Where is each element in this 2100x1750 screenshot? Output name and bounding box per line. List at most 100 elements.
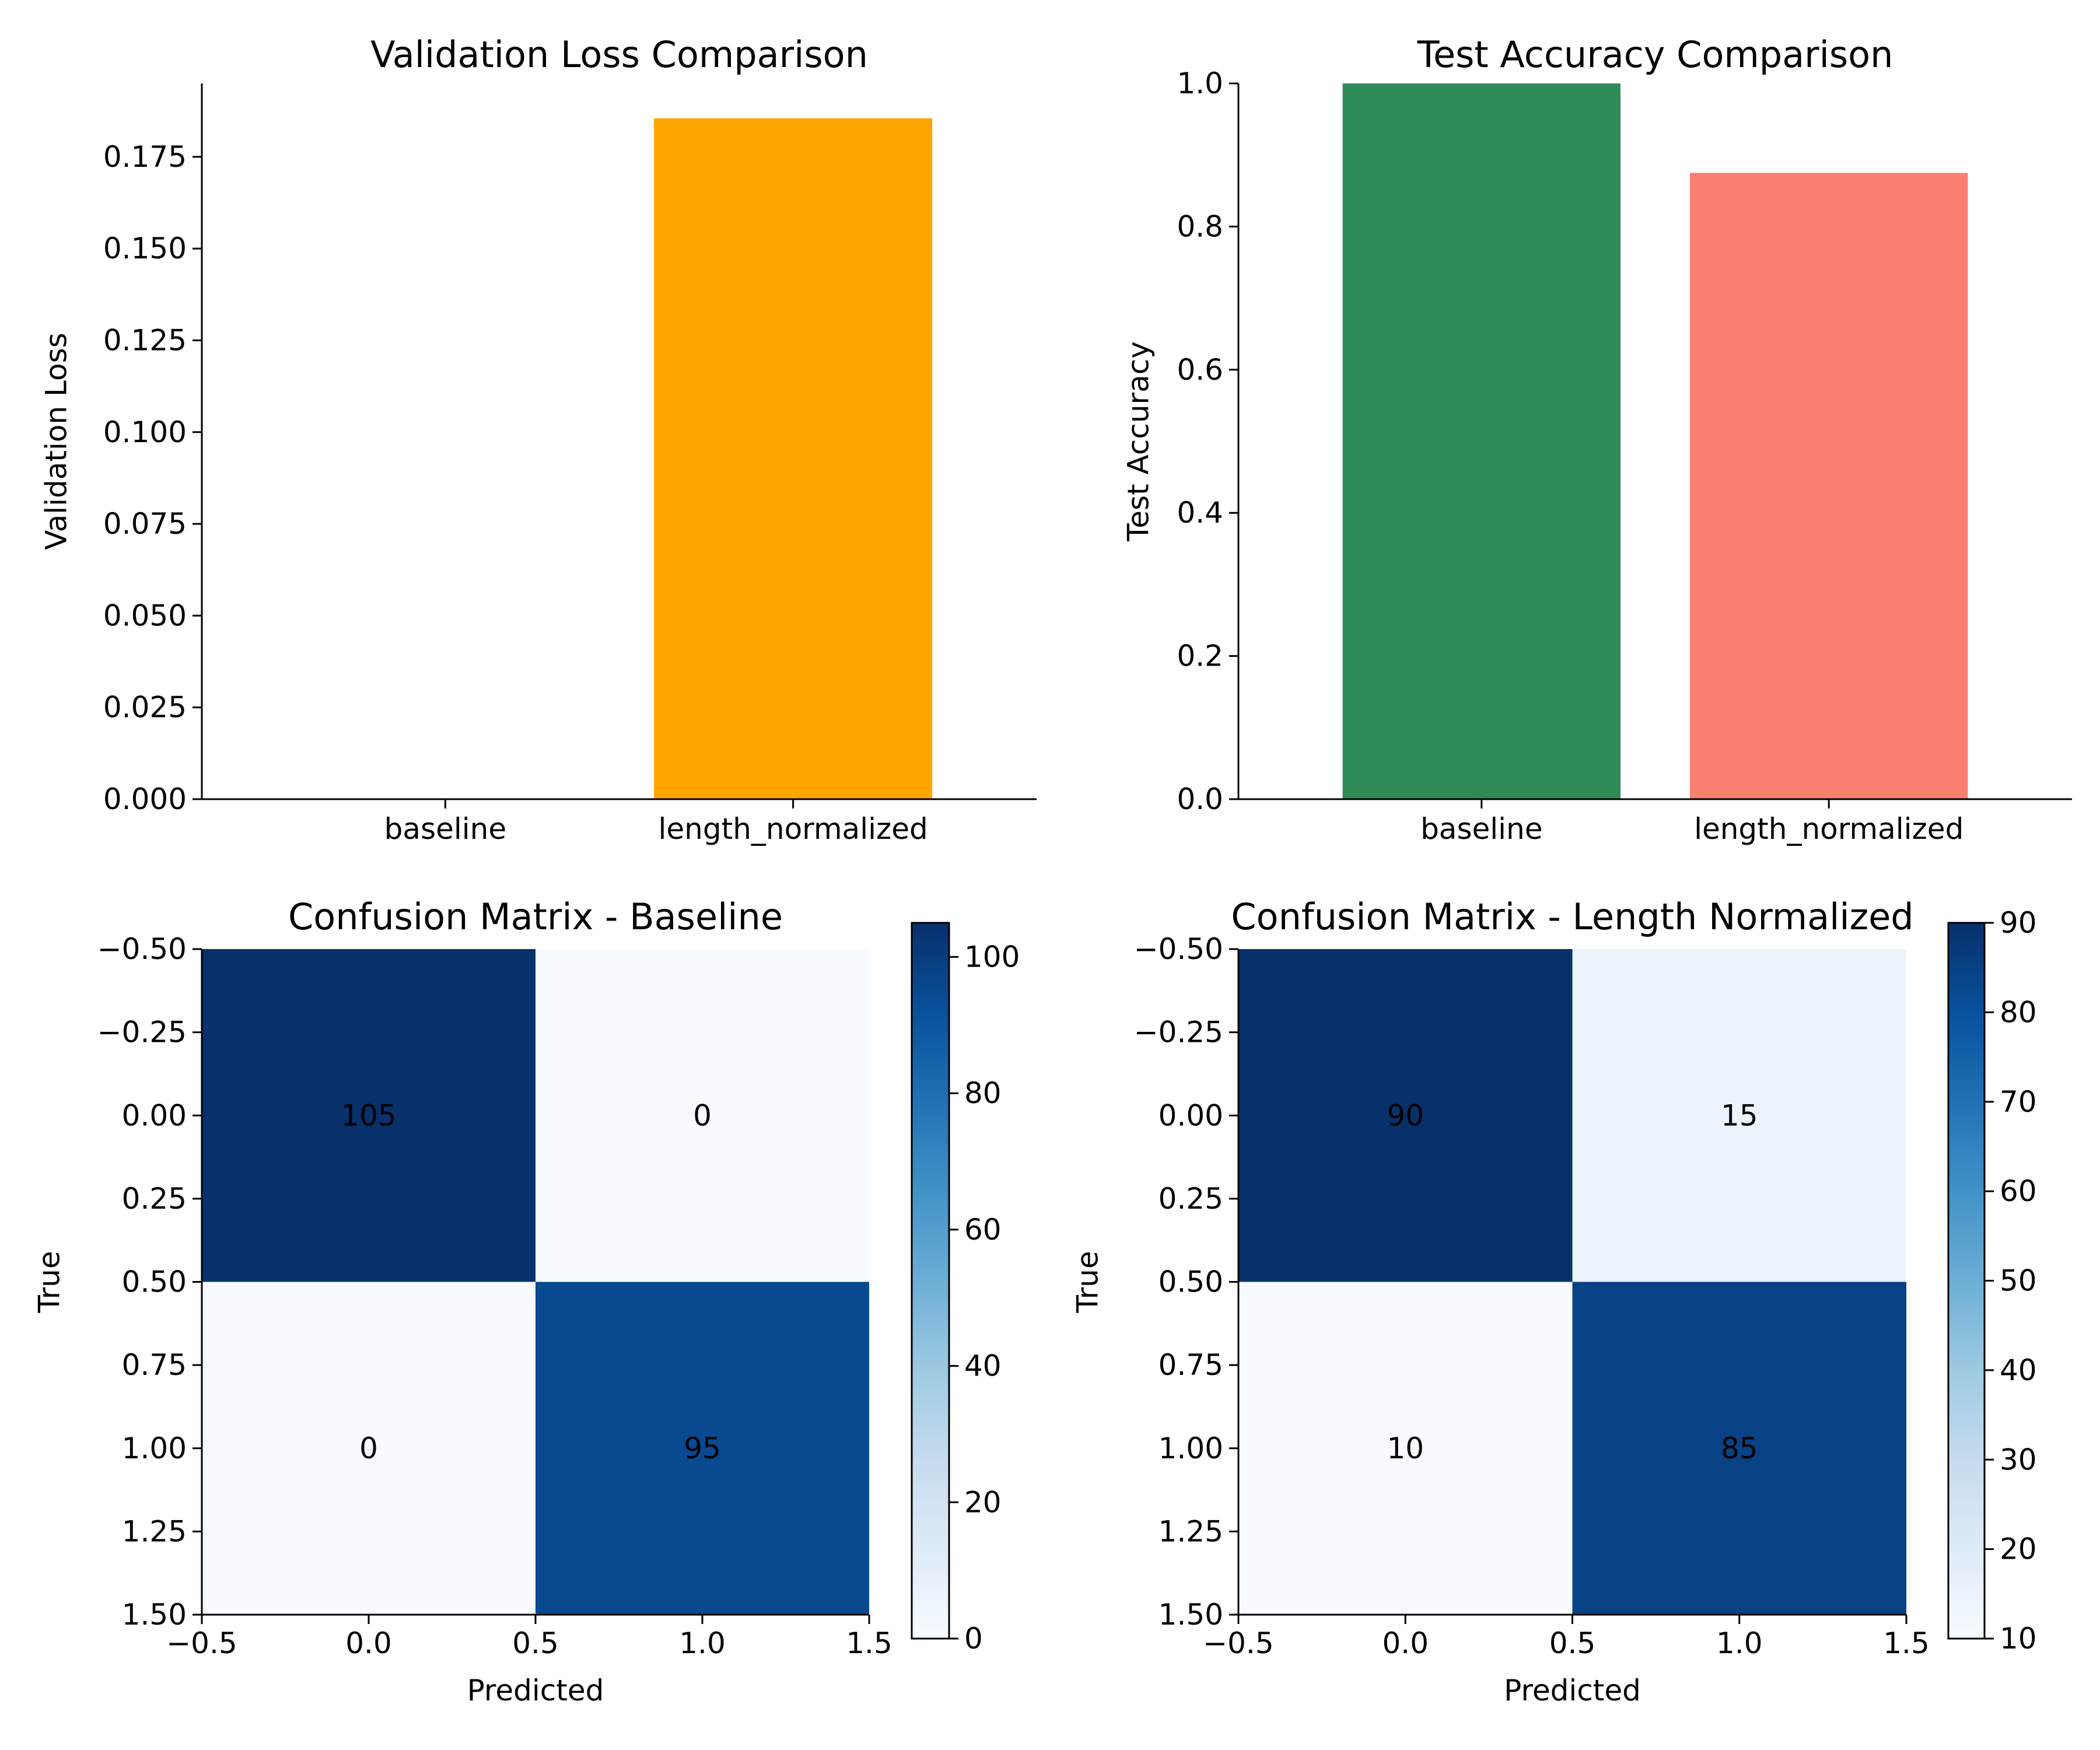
confusion-matrix-length-normalized: Confusion Matrix - Length Normalized Pre… bbox=[1071, 895, 2037, 1707]
heatmap-cell bbox=[1572, 949, 1906, 1282]
x-tick-label: 0.0 bbox=[345, 1626, 392, 1660]
y-tick-label: 0.25 bbox=[1158, 1182, 1223, 1216]
chart-title: Confusion Matrix - Length Normalized bbox=[1231, 895, 1913, 938]
y-tick-label: 1.00 bbox=[1158, 1432, 1223, 1465]
y-ticks: −0.50 −0.25 0.00 0.25 0.50 0.75 1.00 1.25 1.50 bbox=[97, 932, 202, 1632]
y-tick-label: 1.0 bbox=[1177, 66, 1223, 100]
y-tick-label: 0.150 bbox=[103, 232, 187, 265]
colorbar-tick-label: 20 bbox=[964, 1485, 1002, 1519]
test-accuracy-chart: Test Accuracy Comparison Test Accuracy 0… bbox=[1122, 33, 2072, 846]
y-tick-label: 0.175 bbox=[103, 140, 187, 174]
cell-value-label: 0 bbox=[693, 1098, 712, 1132]
heatmap-cells: 90 15 10 85 bbox=[1238, 949, 1906, 1615]
y-tick-label: 1.50 bbox=[122, 1598, 187, 1632]
heatmap-cell bbox=[202, 949, 536, 1282]
y-tick-label: 0.8 bbox=[1177, 209, 1223, 243]
y-axis-label: True bbox=[1071, 1251, 1105, 1313]
heatmap-cell bbox=[1238, 1282, 1573, 1615]
y-tick-label: 0.025 bbox=[103, 691, 187, 724]
x-tick-label: baseline bbox=[384, 812, 506, 846]
y-tick-label: 0.0 bbox=[1177, 782, 1223, 816]
colorbar-tick-label: 40 bbox=[2000, 1353, 2037, 1387]
y-tick-label: 1.25 bbox=[1158, 1514, 1223, 1548]
colorbar-tick-label: 10 bbox=[2000, 1622, 2037, 1656]
y-tick-label: −0.25 bbox=[97, 1016, 187, 1049]
y-tick-label: 0.25 bbox=[122, 1182, 187, 1216]
y-axis-label: Test Accuracy bbox=[1122, 341, 1156, 542]
y-tick-label: 0.75 bbox=[122, 1348, 187, 1382]
x-tick-label: 0.5 bbox=[1549, 1626, 1596, 1660]
axes bbox=[201, 83, 1037, 800]
cell-value-label: 10 bbox=[1387, 1432, 1424, 1465]
confusion-matrix-baseline: Confusion Matrix - Baseline Predicted Tr… bbox=[33, 895, 1020, 1707]
y-axis-label: True bbox=[33, 1251, 66, 1313]
y-tick-label: 0.6 bbox=[1177, 353, 1223, 387]
cell-value-label: 0 bbox=[359, 1432, 378, 1465]
colorbar-tick-label: 80 bbox=[2000, 995, 2037, 1029]
colorbar-tick-label: 90 bbox=[2000, 906, 2037, 940]
x-ticks: −0.5 0.0 0.5 1.0 1.5 bbox=[1203, 1615, 1930, 1660]
axes bbox=[1237, 83, 2072, 800]
validation-loss-chart: Validation Loss Comparison Validation Lo… bbox=[40, 33, 1037, 846]
y-tick-label: −0.50 bbox=[1134, 932, 1223, 966]
x-axis-label: Predicted bbox=[467, 1674, 604, 1707]
colorbar-tick-label: 60 bbox=[2000, 1174, 2037, 1208]
colorbar-tick-label: 100 bbox=[964, 940, 1020, 974]
y-tick-label: 0.050 bbox=[103, 598, 187, 632]
colorbar-tick-label: 60 bbox=[964, 1213, 1002, 1247]
y-tick-label: 0.2 bbox=[1177, 639, 1223, 673]
colorbar-tick-label: 30 bbox=[2000, 1443, 2037, 1476]
x-tick-label: 1.0 bbox=[679, 1626, 726, 1660]
y-tick-label: −0.50 bbox=[97, 932, 187, 966]
y-tick-label: 0.4 bbox=[1177, 496, 1223, 530]
colorbar-tick-label: 0 bbox=[964, 1622, 983, 1656]
bars-group bbox=[1342, 83, 1968, 799]
x-ticks: baseline length_normalized bbox=[384, 799, 928, 846]
y-ticks: −0.50 −0.25 0.00 0.25 0.50 0.75 1.00 1.25 1.50 bbox=[1134, 932, 1238, 1632]
y-tick-label: 0.00 bbox=[1158, 1098, 1223, 1132]
y-tick-label: 0.000 bbox=[103, 782, 187, 816]
colorbar-tick-label: 70 bbox=[2000, 1085, 2037, 1119]
colorbar-tick-label: 50 bbox=[2000, 1264, 2037, 1298]
colorbar-tick-label: 80 bbox=[964, 1076, 1002, 1110]
cell-value-label: 95 bbox=[684, 1432, 721, 1465]
y-tick-label: −0.25 bbox=[1134, 1016, 1223, 1049]
bar-baseline bbox=[1342, 83, 1620, 799]
colorbar-gradient bbox=[1947, 922, 1986, 1640]
bar-length_normalized bbox=[1690, 173, 1968, 799]
y-ticks: 0.0 0.2 0.4 0.6 0.8 1.0 bbox=[1177, 66, 1238, 816]
heatmap-cell bbox=[1572, 1282, 1906, 1615]
x-tick-label: −0.5 bbox=[1203, 1626, 1273, 1660]
bar-length_normalized bbox=[654, 118, 933, 800]
colorbar: 10 20 30 40 50 60 70 80 90 bbox=[1947, 906, 2037, 1656]
x-ticks: −0.5 0.0 0.5 1.0 1.5 bbox=[166, 1615, 892, 1660]
x-tick-label: 1.5 bbox=[1883, 1626, 1930, 1660]
y-axis-label: Validation Loss bbox=[40, 332, 74, 550]
heatmap-cells: 105 0 0 95 bbox=[202, 949, 869, 1615]
x-tick-label: 1.5 bbox=[846, 1626, 892, 1660]
y-tick-label: 0.100 bbox=[103, 415, 187, 449]
heatmap-cell bbox=[1238, 949, 1573, 1282]
x-tick-label: 0.0 bbox=[1382, 1626, 1429, 1660]
x-tick-label: 0.5 bbox=[512, 1626, 559, 1660]
x-tick-label: length_normalized bbox=[659, 812, 928, 846]
colorbar: 0 20 40 60 80 100 bbox=[911, 922, 1020, 1656]
x-axis-label: Predicted bbox=[1504, 1674, 1641, 1707]
x-tick-label: length_normalized bbox=[1694, 812, 1964, 846]
y-tick-label: 1.00 bbox=[122, 1432, 187, 1465]
heatmap-cell bbox=[202, 1282, 536, 1615]
y-tick-label: 1.50 bbox=[1158, 1598, 1223, 1632]
cell-value-label: 105 bbox=[341, 1098, 396, 1132]
x-tick-label: baseline bbox=[1420, 812, 1542, 846]
x-ticks: baseline length_normalized bbox=[1420, 799, 1964, 846]
y-tick-label: 0.50 bbox=[1158, 1265, 1223, 1299]
colorbar-gradient bbox=[911, 922, 950, 1640]
colorbar-tick-label: 40 bbox=[964, 1349, 1002, 1383]
chart-title: Confusion Matrix - Baseline bbox=[288, 895, 783, 938]
cell-value-label: 15 bbox=[1721, 1098, 1758, 1132]
heatmap-cell bbox=[536, 1282, 869, 1615]
y-tick-label: 0.75 bbox=[1158, 1348, 1223, 1382]
chart-title: Validation Loss Comparison bbox=[370, 33, 868, 76]
cell-value-label: 90 bbox=[1387, 1098, 1424, 1132]
chart-title: Test Accuracy Comparison bbox=[1417, 33, 1894, 76]
